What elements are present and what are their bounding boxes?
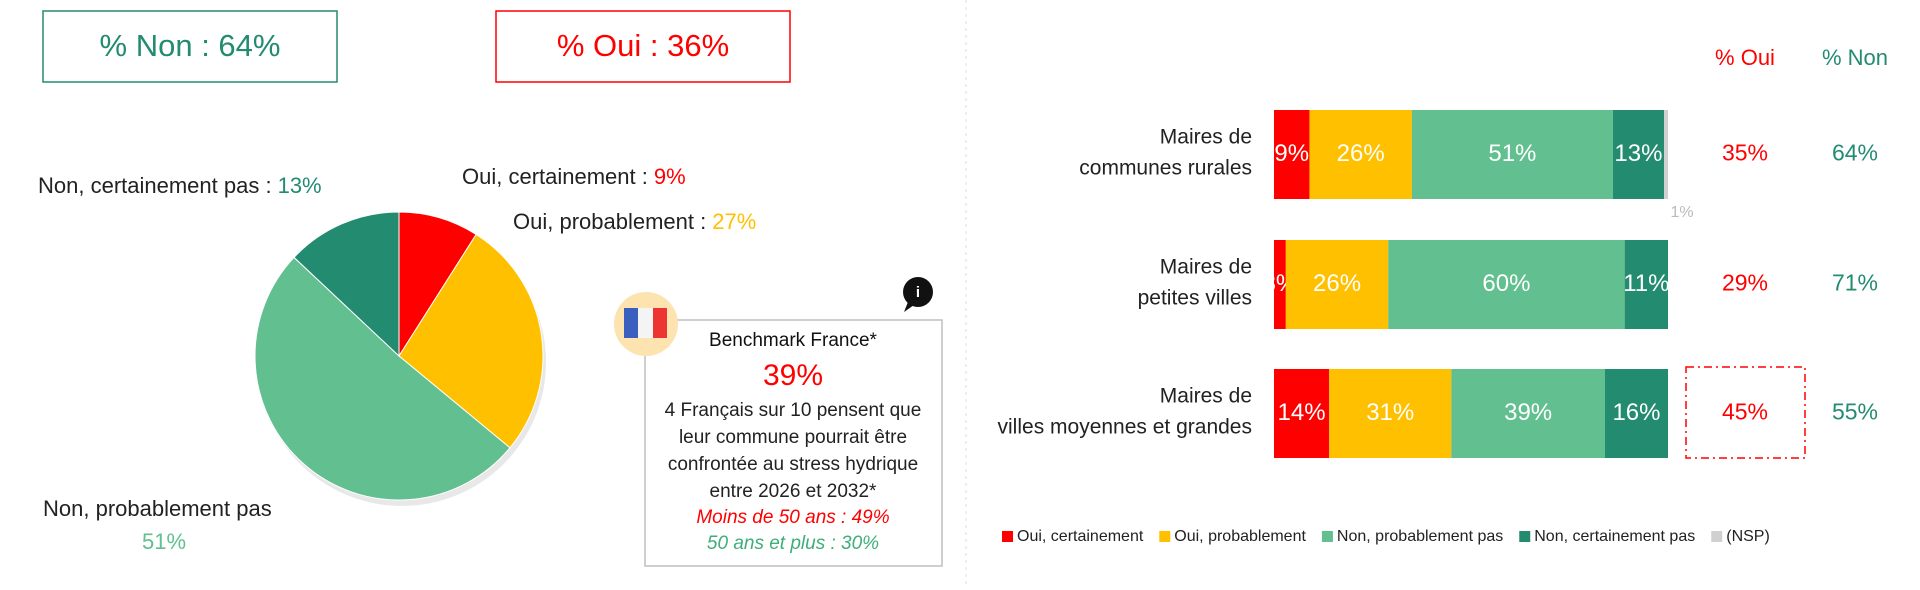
bar-segment (1274, 110, 1310, 199)
bar-segment (1329, 369, 1452, 458)
benchmark-line: leur commune pourrait être (679, 427, 907, 448)
pie-slice (293, 211, 400, 358)
benchmark-line: confrontée au stress hydrique (668, 454, 918, 475)
column-value: 29% (1722, 270, 1768, 296)
legend-label: (NSP) (1726, 528, 1770, 545)
summary-box (495, 10, 791, 83)
flag-white (638, 308, 653, 338)
column-header: % Oui (1715, 45, 1775, 70)
flag-red (653, 308, 667, 338)
benchmark-value: 39% (763, 359, 823, 392)
pie-value: 51% (142, 529, 186, 554)
y-tick-label: communes rurales (1079, 157, 1252, 180)
column-header: % Non (1822, 45, 1888, 70)
legend-swatch (1159, 531, 1171, 542)
legend-label: Oui, certainement (1017, 528, 1144, 545)
pie-category: Oui, certainement : (462, 164, 648, 189)
pie-slice (398, 211, 477, 358)
bar-value-label: 13% (1614, 140, 1662, 167)
pie-value: 27% (712, 209, 756, 234)
benchmark: Benchmark France* 39% 4 Français sur 10 pe… (665, 330, 922, 554)
bar-value-label: 60% (1482, 270, 1530, 297)
pie-category: Non, certainement pas : (38, 173, 272, 198)
bar-segment (1411, 110, 1613, 199)
bar-segment (1451, 369, 1605, 458)
info-icon (903, 277, 933, 307)
bar-value-label: 39% (1504, 399, 1552, 426)
bar-segment (1388, 240, 1625, 329)
y-tick-label: Maires de (1160, 385, 1252, 408)
info-icon-i: i (916, 284, 920, 301)
bar-value-label: 26% (1337, 140, 1385, 167)
bar-segment (1612, 110, 1665, 199)
pie-label: Non, probablement pas (43, 496, 272, 521)
bar-value-label: 31% (1366, 399, 1414, 426)
benchmark-line: entre 2026 et 2032* (710, 481, 878, 502)
pie-slice (398, 233, 544, 449)
y-tick-label: Maires de (1160, 126, 1252, 149)
bar-value-label: 11% (1623, 270, 1669, 297)
bar-segment (1285, 240, 1389, 329)
pie-value: 13% (278, 173, 322, 198)
bar-segment (1664, 110, 1668, 199)
legend-swatch (1711, 531, 1723, 542)
flag-blue (624, 308, 638, 338)
bar-segment (1309, 110, 1412, 199)
bar-value-label: 26% (1313, 270, 1361, 297)
legend-label: Non, certainement pas (1534, 528, 1695, 545)
y-tick-label: petites villes (1138, 287, 1252, 310)
bar-value-label: 1% (1670, 204, 1693, 221)
y-tick-label: Maires de (1160, 256, 1252, 279)
column-value: 45% (1722, 399, 1768, 425)
benchmark-card (644, 319, 943, 567)
benchmark-line: 4 Français sur 10 pensent que (665, 400, 922, 421)
info-icon-tail (904, 302, 914, 312)
column-value: 35% (1722, 140, 1768, 166)
pie-category: Non, probablement pas (43, 496, 272, 521)
bar-value-label: 14% (1278, 399, 1326, 426)
y-tick-label: villes moyennes et grandes (998, 416, 1252, 439)
legend-label: Non, probablement pas (1337, 528, 1503, 545)
bar-value-label: 16% (1612, 399, 1660, 426)
bar-value-label: 9% (1274, 140, 1309, 167)
benchmark-note: 50 ans et plus : 30% (707, 533, 879, 554)
summary-box-text: % Non : 64% (100, 28, 281, 63)
pie-label: Oui, certainement :9% (462, 164, 686, 189)
bar-segment (1604, 369, 1668, 458)
column-value: 55% (1832, 399, 1878, 425)
column-value: 71% (1832, 270, 1878, 296)
bar-segment (1624, 240, 1668, 329)
legend-swatch (1321, 531, 1333, 542)
legend-label: Oui, probablement (1174, 528, 1306, 545)
bar-value-label: 51% (1488, 140, 1536, 167)
benchmark-title: Benchmark France* (709, 330, 878, 351)
summary-box (42, 10, 338, 83)
column-value: 64% (1832, 140, 1878, 166)
legend-swatch (1002, 531, 1013, 542)
bar-segment (1274, 369, 1330, 458)
legend-swatch (1519, 531, 1531, 542)
pie-slice (254, 256, 511, 501)
benchmark-note: Moins de 50 ans : 49% (696, 507, 889, 528)
pie-label: Non, certainement pas :13% (38, 173, 322, 198)
summary-box-text: % Oui : 36% (557, 28, 729, 63)
highlight-box (1685, 366, 1806, 459)
bar-segment (1274, 240, 1286, 329)
pie-value: 9% (654, 164, 686, 189)
pie-category: Oui, probablement : (513, 209, 706, 234)
pie-label: Oui, probablement :27% (513, 209, 756, 234)
